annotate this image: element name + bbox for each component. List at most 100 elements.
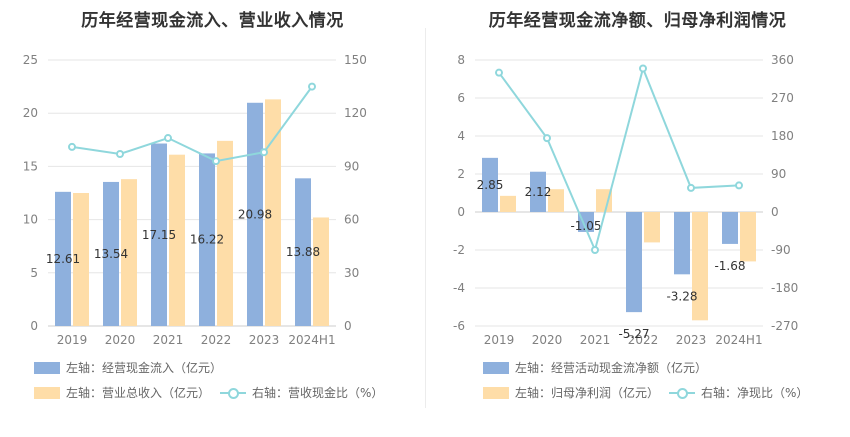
legend-item-net-cash-flow[interactable]: 左轴：经营活动现金流净额（亿元） bbox=[483, 359, 707, 376]
right-bar-b-4 bbox=[692, 212, 708, 321]
right-bar-a-2 bbox=[578, 212, 594, 232]
right-ytick-right-1: -180 bbox=[771, 281, 798, 295]
left-ratio-point-4 bbox=[260, 148, 268, 157]
left-ratio-point-3 bbox=[212, 157, 220, 166]
left-ratio-point-1 bbox=[116, 149, 124, 158]
legend-label-net-cash-ratio: 右轴：净现比（%） bbox=[701, 386, 809, 400]
right-xtick-1: 2020 bbox=[532, 333, 563, 347]
legend-item-cash-ratio[interactable]: 右轴：营收现金比（%） bbox=[220, 384, 383, 401]
legend-label-net-cash-flow: 左轴：经营活动现金流净额（亿元） bbox=[515, 361, 708, 375]
legend-swatch-cash-ratio bbox=[220, 387, 246, 399]
right-bar-a-1 bbox=[530, 171, 546, 212]
right-ytick-right-3: 0 bbox=[771, 205, 779, 219]
right-ytick-left-7: 8 bbox=[457, 53, 465, 67]
left-data-label-5: 13.88 bbox=[286, 245, 320, 259]
legend-item-revenue[interactable]: 左轴：营业总收入（亿元） bbox=[34, 384, 210, 401]
right-bar-a-4 bbox=[674, 212, 690, 275]
right-ratio-point-2 bbox=[591, 246, 599, 254]
right-data-label-0: 2.85 bbox=[477, 178, 504, 192]
left-bar-b-0 bbox=[73, 193, 89, 326]
right-chart-title: 历年经营现金流净额、归母净利润情况 bbox=[488, 11, 787, 31]
right-ytick-right-7: 360 bbox=[771, 53, 794, 67]
right-bar-b-3 bbox=[644, 212, 660, 243]
legend-label-cash-ratio: 右轴：营收现金比（%） bbox=[252, 386, 384, 400]
right-chart-svg: -6 -4 -2 0 2 4 6 8 -270 -180 -90 0 90 180 270 360 2019 20… bbox=[453, 53, 798, 347]
legend-item-net-profit[interactable]: 左轴：归母净利润（亿元） bbox=[483, 384, 659, 401]
right-ytick-right-5: 180 bbox=[771, 129, 794, 143]
left-bar-b-2 bbox=[169, 154, 185, 326]
left-ytick-right-3: 90 bbox=[344, 159, 359, 173]
left-ytick-right-4: 120 bbox=[344, 106, 367, 120]
left-ytick-left-3: 15 bbox=[23, 159, 38, 173]
left-ytick-left-5: 25 bbox=[23, 53, 38, 67]
left-data-label-3: 16.22 bbox=[190, 233, 224, 247]
right-ratio-point-0 bbox=[495, 68, 503, 77]
legend-item-cash-inflow[interactable]: 左轴：经营现金流入（亿元） bbox=[34, 359, 222, 376]
right-chart-panel: 历年经营现金流净额、归母净利润情况 -6 -4 -2 0 2 4 6 8 -270 -180 -90… bbox=[425, 0, 850, 437]
left-bar-a-1 bbox=[103, 181, 119, 326]
left-xtick-4: 2023 bbox=[249, 333, 280, 347]
left-ratio-point-5 bbox=[308, 82, 316, 91]
right-ytick-right-2: -90 bbox=[771, 243, 791, 257]
left-chart-title: 历年经营现金流入、营业收入情况 bbox=[81, 11, 344, 31]
right-bar-a-3 bbox=[626, 212, 642, 313]
right-data-label-3: -5.27 bbox=[618, 327, 649, 341]
legend-swatch-cash-inflow bbox=[34, 361, 60, 374]
legend-label-revenue: 左轴：营业总收入（亿元） bbox=[66, 386, 211, 400]
left-chart-svg: 0 5 10 15 20 25 0 30 60 90 120 150 2019 2020 2021 2022 2… bbox=[23, 53, 367, 347]
right-data-label-2: -1.05 bbox=[570, 219, 601, 233]
left-bar-a-2 bbox=[151, 143, 167, 326]
left-ytick-left-4: 20 bbox=[23, 106, 38, 120]
left-ytick-left-2: 10 bbox=[23, 213, 38, 227]
left-data-label-0: 12.61 bbox=[46, 252, 80, 266]
left-xtick-2: 2021 bbox=[153, 333, 184, 347]
left-ytick-right-1: 30 bbox=[344, 266, 359, 280]
right-ytick-left-0: -6 bbox=[453, 319, 465, 333]
right-ratio-point-5 bbox=[735, 181, 743, 190]
left-bar-b-3 bbox=[217, 140, 233, 326]
right-ratio-point-1 bbox=[543, 134, 551, 143]
right-xtick-0: 2019 bbox=[484, 333, 515, 347]
legend-swatch-net-profit bbox=[483, 386, 509, 399]
right-bar-a-0 bbox=[482, 157, 498, 212]
right-ytick-right-6: 270 bbox=[771, 91, 794, 105]
right-bar-b-1 bbox=[548, 189, 564, 212]
legend-label-net-profit: 左轴：归母净利润（亿元） bbox=[515, 386, 660, 400]
left-bar-a-5 bbox=[295, 178, 311, 326]
left-data-label-4: 20.98 bbox=[238, 207, 272, 221]
right-ytick-left-1: -4 bbox=[453, 281, 465, 295]
right-ytick-right-0: -270 bbox=[771, 319, 798, 333]
left-bar-a-4 bbox=[247, 102, 263, 326]
right-bar-b-2 bbox=[596, 189, 612, 212]
right-xtick-5: 2024H1 bbox=[715, 333, 762, 347]
left-ratio-point-2 bbox=[164, 134, 172, 143]
left-ytick-right-5: 150 bbox=[344, 53, 367, 67]
right-ytick-right-4: 90 bbox=[771, 167, 786, 181]
right-ytick-left-4: 2 bbox=[457, 167, 465, 181]
left-ratio-point-0 bbox=[68, 142, 76, 151]
left-xtick-5: 2024H1 bbox=[288, 333, 335, 347]
legend-swatch-net-cash-flow bbox=[483, 361, 509, 374]
left-bar-b-4 bbox=[265, 99, 281, 326]
right-ytick-left-5: 4 bbox=[457, 129, 465, 143]
left-ytick-left-0: 0 bbox=[30, 319, 38, 333]
legend-item-net-cash-ratio[interactable]: 右轴：净现比（%） bbox=[669, 384, 808, 401]
right-xtick-2: 2021 bbox=[580, 333, 611, 347]
panel-divider bbox=[425, 28, 426, 408]
legend-label-cash-inflow: 左轴：经营现金流入（亿元） bbox=[66, 361, 223, 375]
left-data-label-2: 17.15 bbox=[142, 228, 176, 242]
left-xtick-3: 2022 bbox=[201, 333, 232, 347]
right-ytick-left-6: 6 bbox=[457, 91, 465, 105]
right-bar-a-5 bbox=[722, 212, 738, 244]
right-ytick-left-2: -2 bbox=[453, 243, 465, 257]
right-data-label-4: -3.28 bbox=[666, 289, 697, 303]
right-ratio-line bbox=[498, 65, 740, 254]
legend-swatch-revenue bbox=[34, 386, 60, 399]
left-chart-panel: 历年经营现金流入、营业收入情况 0 5 10 15 20 25 0 30 60 90 120 150 2… bbox=[23, 11, 384, 401]
right-xtick-4: 2023 bbox=[676, 333, 707, 347]
left-bar-b-1 bbox=[121, 179, 137, 326]
left-xtick-1: 2020 bbox=[105, 333, 136, 347]
right-xtick-3: 2022 bbox=[628, 333, 659, 347]
right-bar-b-5 bbox=[740, 212, 756, 262]
right-ytick-left-3: 0 bbox=[457, 205, 465, 219]
